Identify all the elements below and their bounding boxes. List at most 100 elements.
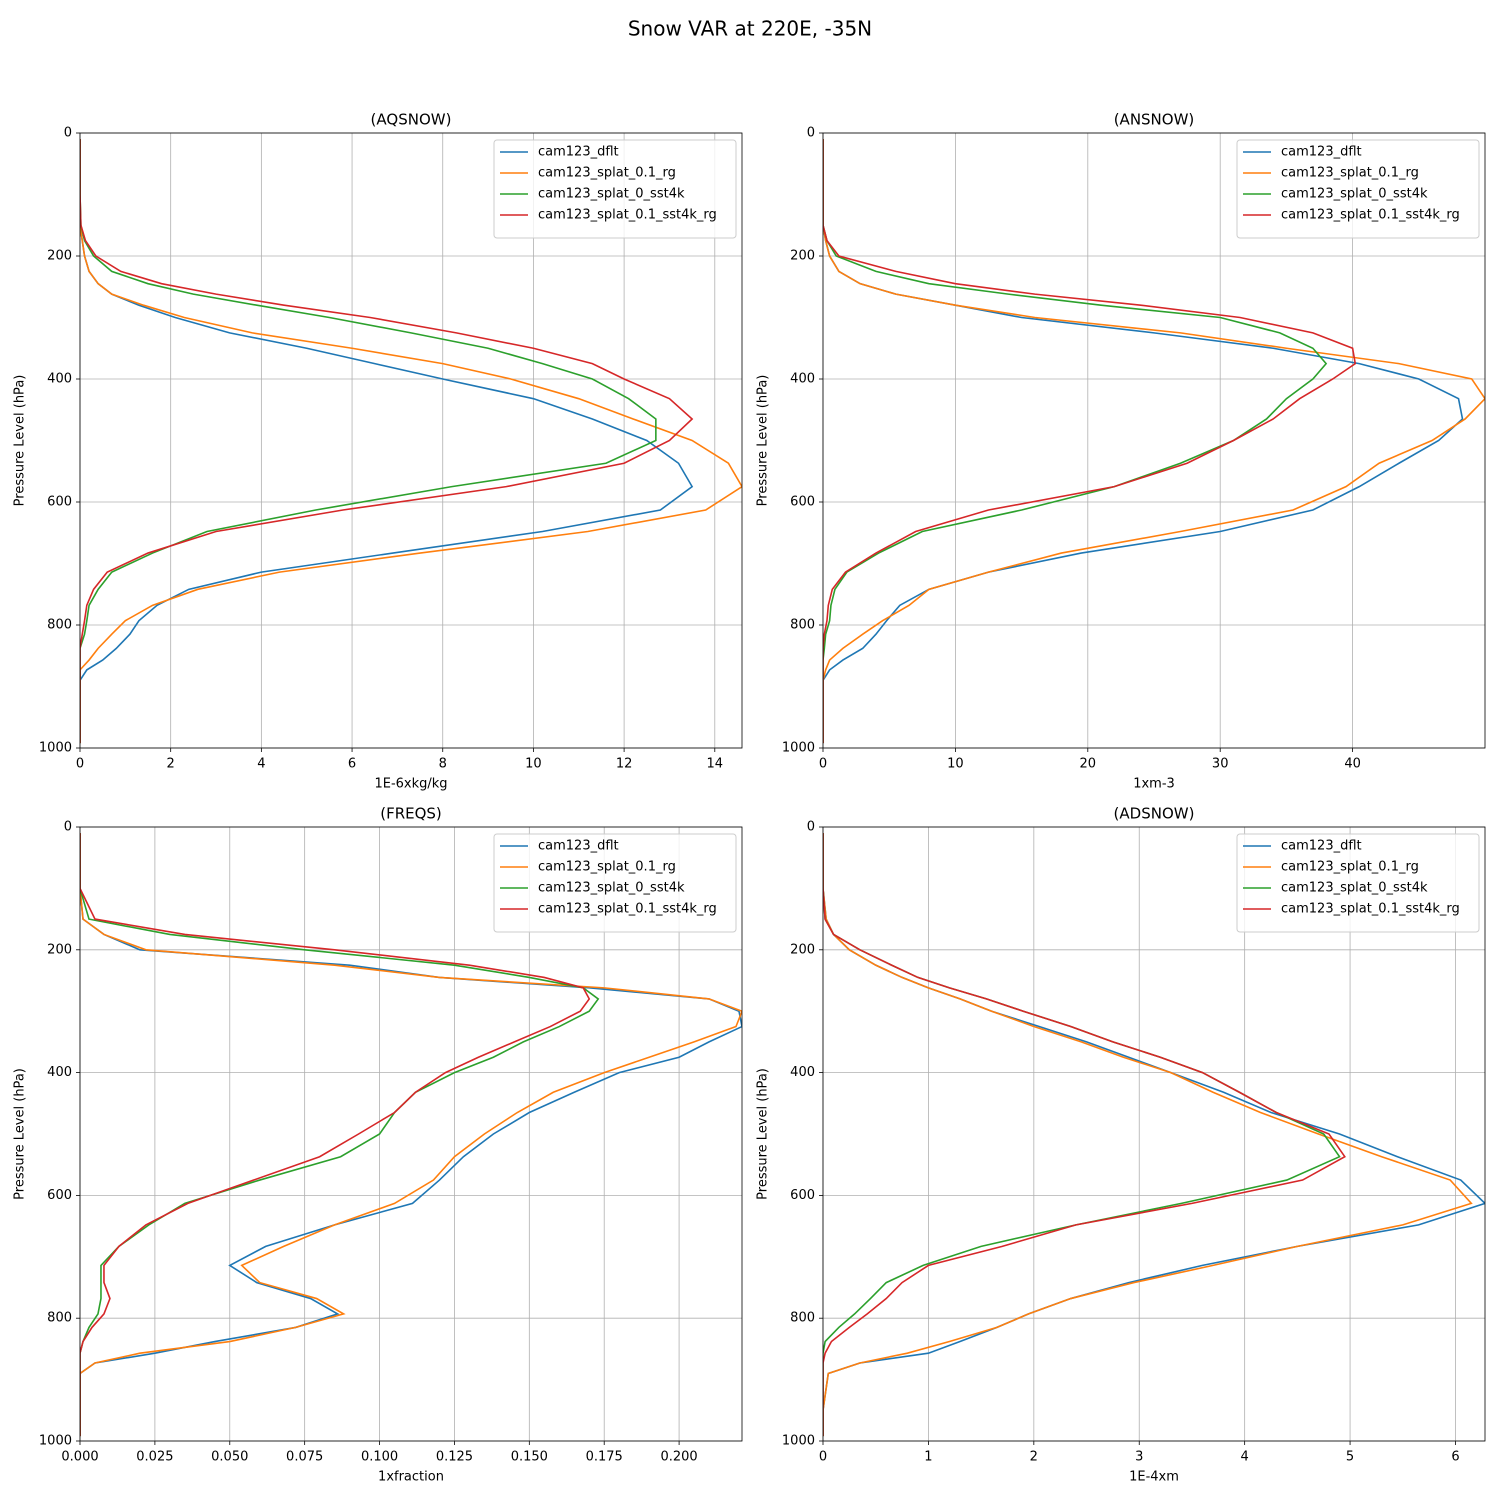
x-axis-label: 1xm-3 <box>1133 777 1175 792</box>
legend-box <box>1236 833 1480 933</box>
y-tick-label: 0 <box>807 820 815 835</box>
x-tick-label: 10 <box>525 757 542 772</box>
y-tick-label: 0 <box>807 126 815 141</box>
y-tick-label: 200 <box>790 249 815 264</box>
series-line <box>80 139 694 744</box>
x-tick-label: 0.125 <box>436 1450 473 1465</box>
chart-title: (ADSNOW) <box>1114 805 1195 823</box>
legend-box <box>1236 139 1480 239</box>
y-tick-label: 600 <box>790 495 815 510</box>
x-tick-label: 14 <box>707 757 724 772</box>
y-tick-label: 200 <box>47 249 72 264</box>
series-line <box>80 833 742 1437</box>
y-tick-label: 400 <box>47 372 72 387</box>
series-line <box>80 139 742 744</box>
y-tick-label: 1000 <box>39 1434 72 1449</box>
series-line <box>823 139 1357 744</box>
legend-label: cam123_splat_0_sst4k <box>538 881 685 896</box>
legend-label: cam123_dflt <box>1281 145 1362 160</box>
series-line <box>80 833 591 1437</box>
y-axis-label: Pressure Level (hPa) <box>13 1068 28 1200</box>
chart-title: (ANSNOW) <box>1114 111 1195 129</box>
y-tick-label: 200 <box>790 942 815 957</box>
x-tick-label: 0.175 <box>586 1450 623 1465</box>
legend-label: cam123_splat_0.1_sst4k_rg <box>1281 208 1460 223</box>
x-tick-label: 6 <box>1451 1450 1459 1465</box>
x-tick-label: 2 <box>167 757 175 772</box>
legend-label: cam123_splat_0_sst4k <box>1281 187 1428 202</box>
x-tick-label: 5 <box>1346 1450 1354 1465</box>
legend-label: cam123_dflt <box>538 145 619 160</box>
x-axis-label: 1E-4xm <box>1129 1470 1179 1485</box>
chart-title: (FREQS) <box>380 805 442 823</box>
y-tick-label: 0 <box>64 126 72 141</box>
x-tick-label: 0.050 <box>211 1450 248 1465</box>
x-tick-label: 0.150 <box>511 1450 548 1465</box>
x-tick-label: 40 <box>1344 757 1361 772</box>
legend-label: cam123_dflt <box>538 839 619 854</box>
x-tick-label: 0.025 <box>136 1450 173 1465</box>
y-tick-label: 800 <box>47 618 72 633</box>
plot-frame <box>822 826 1486 1442</box>
y-axis-label: Pressure Level (hPa) <box>13 375 28 507</box>
x-tick-label: 6 <box>348 757 356 772</box>
legend-label: cam123_splat_0_sst4k <box>1281 881 1428 896</box>
x-tick-label: 10 <box>947 757 964 772</box>
y-axis-label: Pressure Level (hPa) <box>756 375 771 507</box>
x-tick-label: 12 <box>616 757 633 772</box>
x-tick-label: 30 <box>1212 757 1229 772</box>
series-line <box>823 139 1485 744</box>
y-tick-label: 400 <box>790 372 815 387</box>
x-tick-label: 0.075 <box>286 1450 323 1465</box>
plot-frame <box>79 826 743 1442</box>
plot-frame <box>822 132 1486 749</box>
figure-title: Snow VAR at 220E, -35N <box>628 17 872 41</box>
y-tick-label: 800 <box>47 1311 72 1326</box>
y-tick-label: 200 <box>47 942 72 957</box>
x-tick-label: 8 <box>439 757 447 772</box>
legend-label: cam123_splat_0.1_sst4k_rg <box>538 208 717 223</box>
legend-label: cam123_splat_0.1_sst4k_rg <box>1281 902 1460 917</box>
x-tick-label: 0.000 <box>61 1450 98 1465</box>
y-tick-label: 1000 <box>782 741 815 756</box>
legend-box <box>493 833 737 933</box>
x-tick-label: 3 <box>1135 1450 1143 1465</box>
series-line <box>823 833 1346 1437</box>
x-tick-label: 2 <box>1030 1450 1038 1465</box>
y-tick-label: 600 <box>790 1188 815 1203</box>
y-tick-label: 1000 <box>782 1434 815 1449</box>
x-tick-label: 0 <box>819 1450 827 1465</box>
legend-label: cam123_dflt <box>1281 839 1362 854</box>
legend-label: cam123_splat_0.1_rg <box>538 860 676 875</box>
series-line <box>80 833 742 1437</box>
x-tick-label: 0.200 <box>660 1450 697 1465</box>
legend-label: cam123_splat_0.1_rg <box>1281 860 1419 875</box>
y-tick-label: 0 <box>64 820 72 835</box>
x-tick-label: 4 <box>1241 1450 1249 1465</box>
series-line <box>80 833 600 1437</box>
y-tick-label: 400 <box>47 1065 72 1080</box>
x-tick-label: 0.100 <box>361 1450 398 1465</box>
chart-title: (AQSNOW) <box>371 111 452 129</box>
series-line <box>823 833 1473 1437</box>
x-tick-label: 4 <box>257 757 265 772</box>
legend-label: cam123_splat_0_sst4k <box>538 187 685 202</box>
y-tick-label: 800 <box>790 1311 815 1326</box>
y-tick-label: 400 <box>790 1065 815 1080</box>
legend-label: cam123_splat_0.1_rg <box>538 166 676 181</box>
y-axis-label: Pressure Level (hPa) <box>756 1068 771 1200</box>
x-tick-label: 0 <box>76 757 84 772</box>
x-tick-label: 1 <box>924 1450 932 1465</box>
x-tick-label: 0 <box>819 757 827 772</box>
legend-box <box>493 139 737 239</box>
x-axis-label: 1E-6xkg/kg <box>374 777 447 792</box>
y-tick-label: 1000 <box>39 741 72 756</box>
plot-frame <box>79 132 743 749</box>
x-axis-label: 1xfraction <box>378 1470 444 1485</box>
legend-label: cam123_splat_0.1_sst4k_rg <box>538 902 717 917</box>
y-tick-label: 800 <box>790 618 815 633</box>
y-tick-label: 600 <box>47 1188 72 1203</box>
x-tick-label: 20 <box>1080 757 1097 772</box>
legend-label: cam123_splat_0.1_rg <box>1281 166 1419 181</box>
